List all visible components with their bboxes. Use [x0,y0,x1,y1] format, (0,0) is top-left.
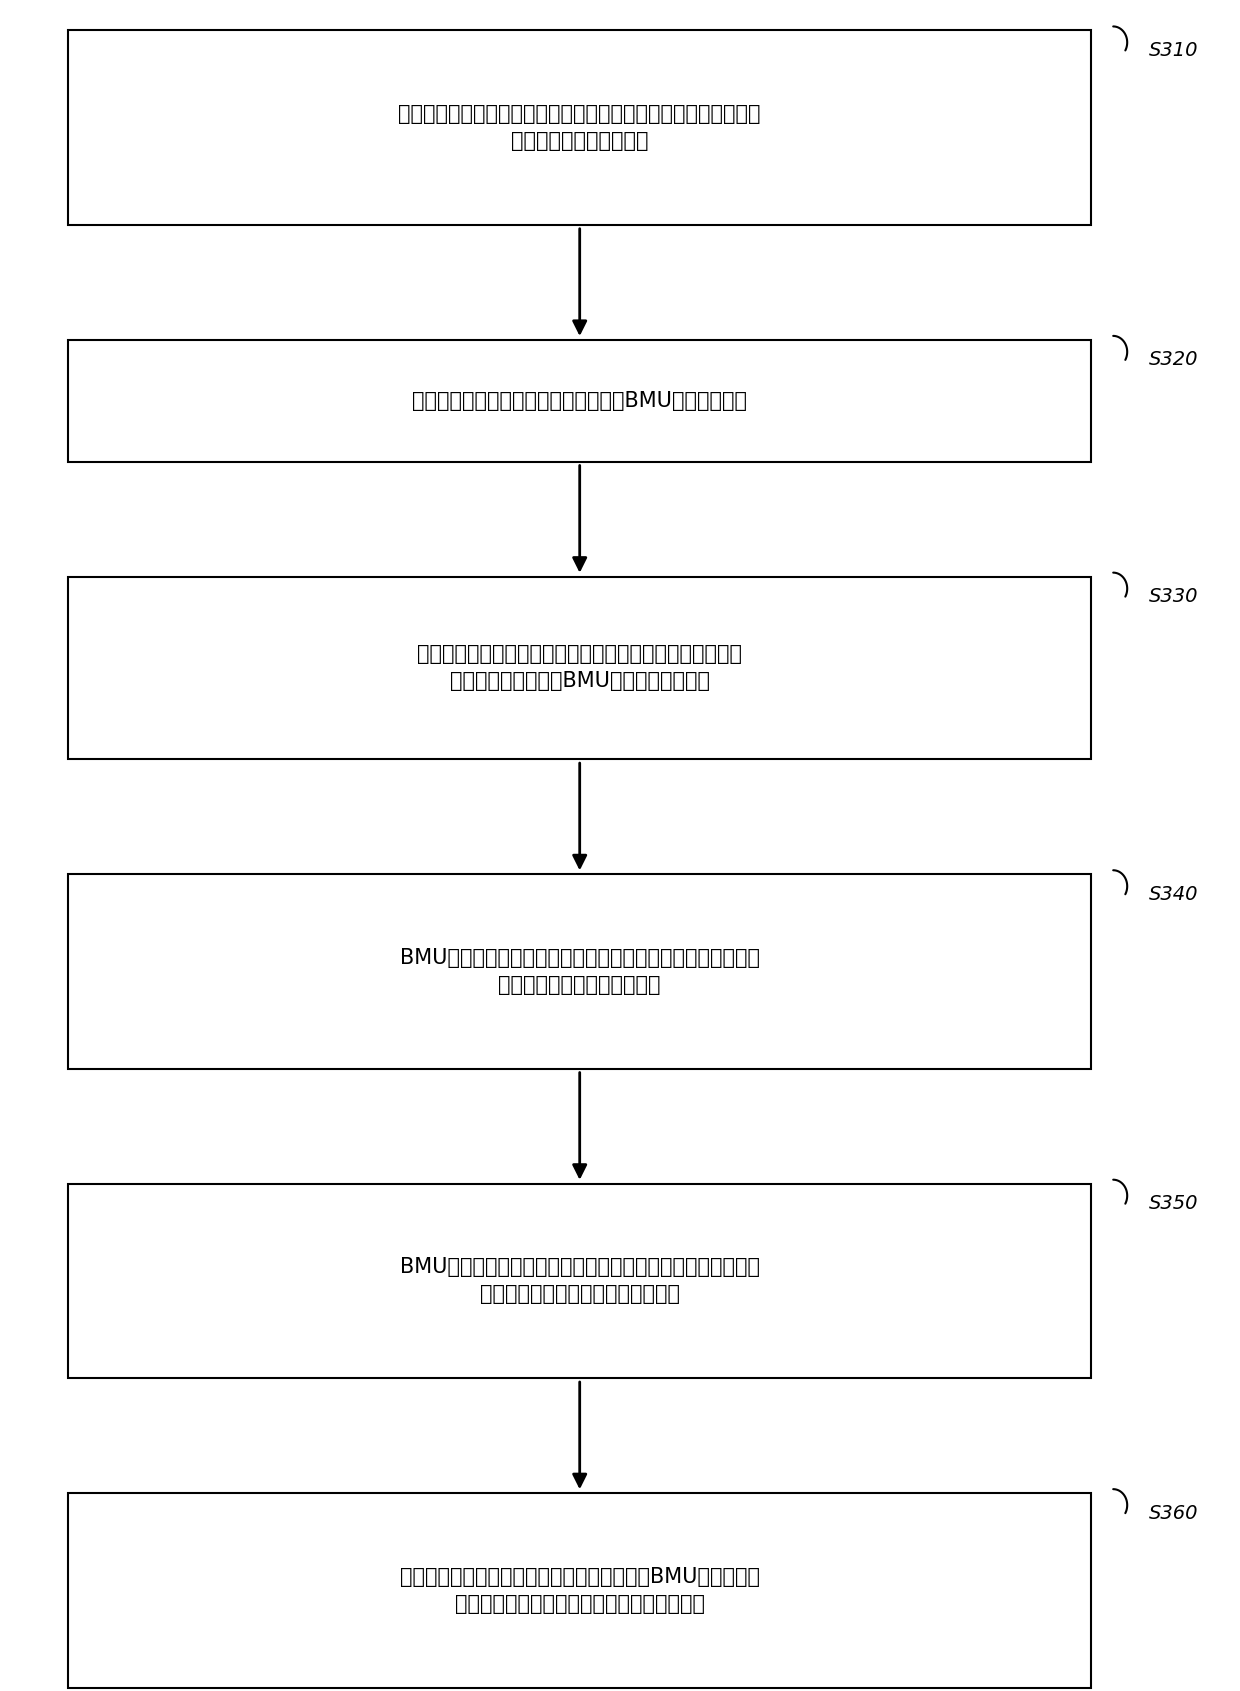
Text: 转接板将所述温度校准指令分别转发给BMU和温度调整板: 转接板将所述温度校准指令分别转发给BMU和温度调整板 [412,391,748,411]
Text: S330: S330 [1149,587,1199,605]
Text: S350: S350 [1149,1194,1199,1212]
Bar [68,30,1091,225]
Bar [68,577,1091,759]
Text: 定电阻值传输到所述BMU中的当前校准通道: 定电阻值传输到所述BMU中的当前校准通道 [450,671,709,692]
Text: 的各个温度校准点依次进行校准处理: 的各个温度校准点依次进行校准处理 [480,1285,680,1304]
Text: BMU采集当前校准通道的电压值，将当前校准通道标识、设定: BMU采集当前校准通道的电压值，将当前校准通道标识、设定 [399,949,760,967]
Text: S340: S340 [1149,884,1199,903]
Text: 控制器向转接板发送携带当前校准通道标识、温度校准点对应的设: 控制器向转接板发送携带当前校准通道标识、温度校准点对应的设 [398,105,761,123]
Bar [68,1493,1091,1688]
Text: BMU根据控制器后续发送的温度校准指令，对当前校准通道中: BMU根据控制器后续发送的温度校准指令，对当前校准通道中 [399,1258,760,1277]
Bar [68,1184,1091,1378]
Text: S310: S310 [1149,41,1199,59]
Text: S360: S360 [1149,1503,1199,1522]
Text: 度采集通道中的各个温度校准点进行校准处理: 度采集通道中的各个温度校准点进行校准处理 [455,1595,704,1613]
Text: 电阻值和电压值进行关联存储: 电阻值和电压值进行关联存储 [498,976,661,994]
Text: S320: S320 [1149,350,1199,369]
Text: 温度调整板通过可编程电阻实现所述设定电阻值，将所述设: 温度调整板通过可编程电阻实现所述设定电阻值，将所述设 [417,644,743,665]
Text: 定电阻值的温度校准指令: 定电阻值的温度校准指令 [511,132,649,150]
Text: 根据控制器后续发送的温度校准指令，依次对BMU中的各个温: 根据控制器后续发送的温度校准指令，依次对BMU中的各个温 [399,1568,760,1586]
Bar [68,340,1091,462]
Bar [68,874,1091,1069]
